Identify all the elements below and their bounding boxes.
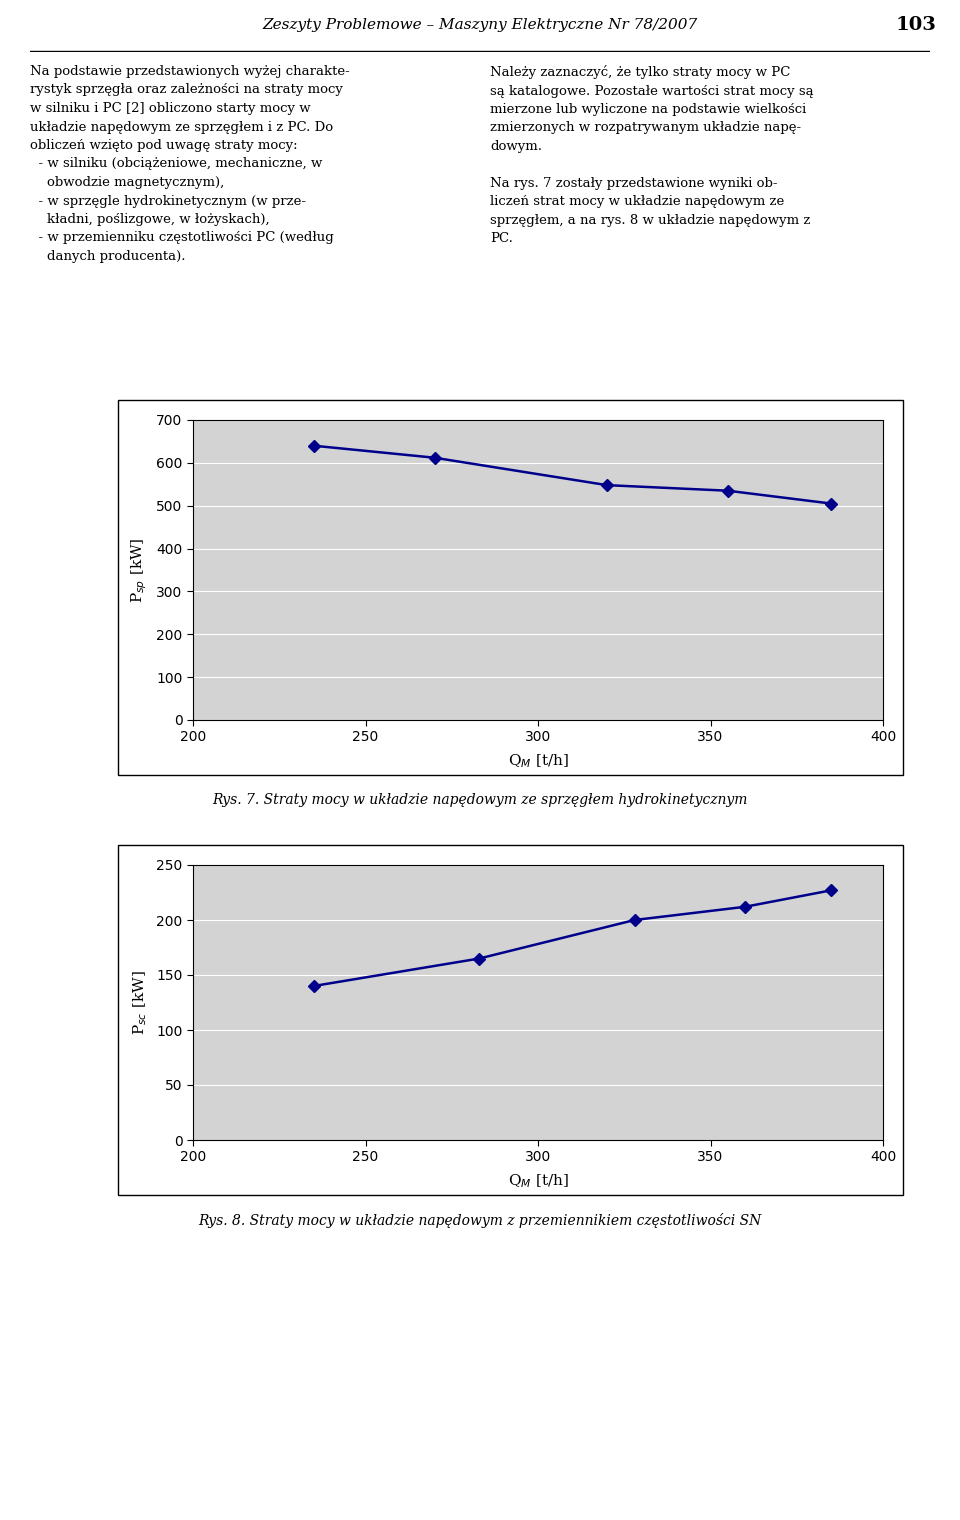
Text: Rys. 7. Straty mocy w układzie napędowym ze sprzęgłem hydrokinetycznym: Rys. 7. Straty mocy w układzie napędowym… [212, 793, 748, 807]
Text: Należy zaznaczyć, że tylko straty mocy w PC
są katalogowe. Pozostałe wartości st: Należy zaznaczyć, że tylko straty mocy w… [490, 65, 814, 246]
Text: Rys. 8. Straty mocy w układzie napędowym z przemiennikiem częstotliwości SN: Rys. 8. Straty mocy w układzie napędowym… [199, 1213, 761, 1228]
Y-axis label: P$_{sc}$ [kW]: P$_{sc}$ [kW] [132, 970, 149, 1035]
X-axis label: Q$_M$ [t/h]: Q$_M$ [t/h] [508, 752, 568, 771]
Text: 103: 103 [895, 17, 936, 33]
X-axis label: Q$_M$ [t/h]: Q$_M$ [t/h] [508, 1173, 568, 1190]
Y-axis label: P$_{sp}$ [kW]: P$_{sp}$ [kW] [130, 537, 149, 603]
Text: Na podstawie przedstawionych wyżej charakte-
rystyk sprzęgła oraz zależności na : Na podstawie przedstawionych wyżej chara… [30, 65, 349, 263]
Text: Zeszyty Problemowe – Maszyny Elektryczne Nr 78/2007: Zeszyty Problemowe – Maszyny Elektryczne… [262, 18, 698, 32]
